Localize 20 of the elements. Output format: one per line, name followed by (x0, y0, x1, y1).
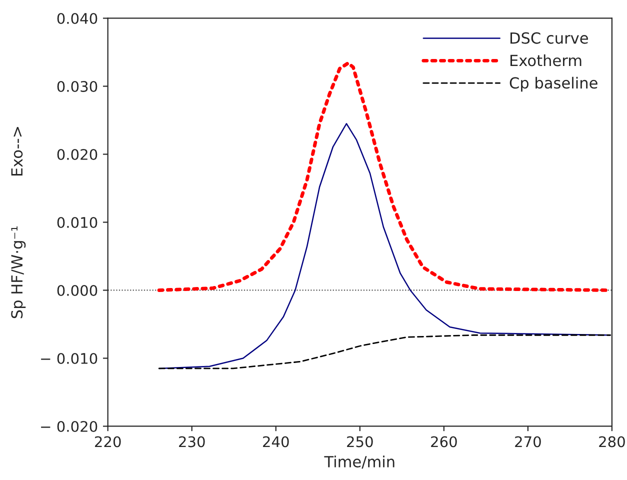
legend-label: Exotherm (510, 54, 582, 66)
x-tick-label: 270 (515, 436, 541, 448)
y-tick-label: − 0.020 (41, 420, 98, 432)
x-tick-label: 260 (431, 436, 457, 448)
x-axis-title: Time/min (324, 456, 394, 469)
x-tick-label: 280 (599, 436, 625, 448)
y-tick-label: 0.030 (57, 80, 98, 92)
x-tick-label: 230 (179, 436, 205, 448)
y-tick-label: − 0.010 (41, 352, 98, 364)
x-tick-label: 220 (94, 436, 121, 448)
y-tick-label: 0.020 (57, 148, 98, 160)
legend-label: DSC curve (510, 32, 588, 44)
y-tick-label: 0.000 (57, 284, 98, 296)
line-series (158, 334, 611, 370)
x-tick-label: 250 (347, 436, 373, 448)
x-tick-label: 240 (263, 436, 289, 448)
y-tick-label: 0.040 (57, 12, 98, 24)
y-tick-label: 0.010 (57, 216, 98, 228)
legend-label: Cp baseline (510, 76, 598, 92)
y-axis-title: Sp HF/W·g⁻¹ Exo--> (11, 126, 26, 318)
